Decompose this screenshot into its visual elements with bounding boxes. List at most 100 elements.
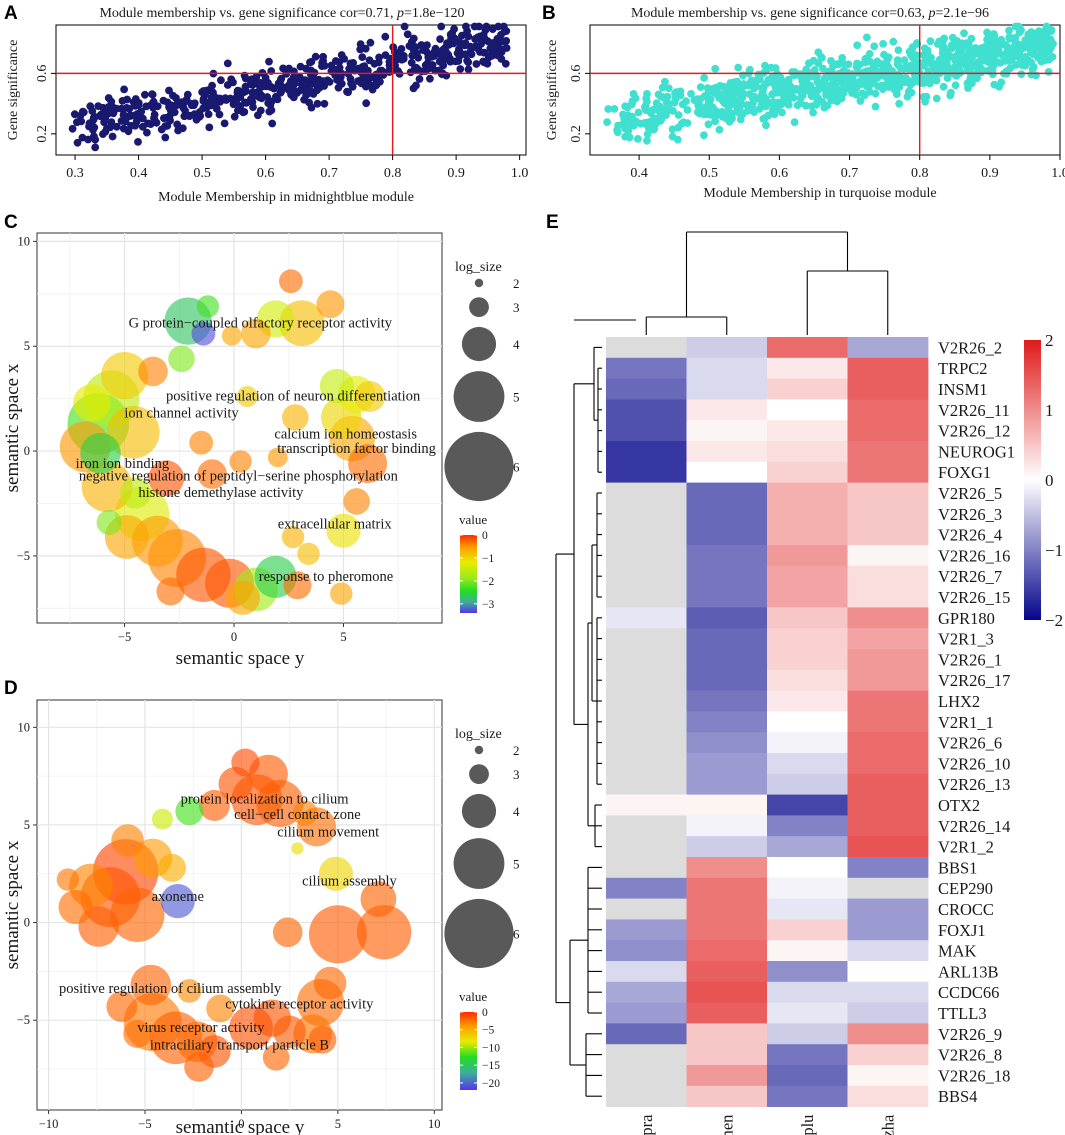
bubble-d-point <box>123 1019 152 1048</box>
scatter-b-point <box>817 53 826 61</box>
heatmap-cell <box>767 857 848 879</box>
heatmap-cell <box>686 482 768 504</box>
scatter-a-point <box>91 135 100 144</box>
scatter-a-point <box>88 107 97 115</box>
scatter-b-point <box>625 133 634 142</box>
scatter-a-point <box>400 22 409 31</box>
scatter-b-point <box>865 50 874 58</box>
scatter-a-point <box>122 104 131 112</box>
heatmap-cell <box>767 420 848 442</box>
bubble-c-point <box>354 381 386 412</box>
heatmap-cell <box>606 753 687 775</box>
heatmap-row-label: V2R1_2 <box>938 838 994 857</box>
bubble-c-point <box>96 509 122 535</box>
scatter-b-point <box>963 66 972 75</box>
scatter-b-point <box>634 135 642 143</box>
heatmap-cell <box>847 420 929 442</box>
x-tick-label-d: 0 <box>238 1117 244 1131</box>
color-legend-label-d: −10 <box>482 1042 500 1054</box>
panel-letter-d: D <box>4 678 18 699</box>
scatter-a-point <box>159 96 168 105</box>
scatter-b-point <box>1021 61 1029 70</box>
scatter-a-point <box>384 67 393 76</box>
scatter-b-point <box>790 118 799 127</box>
scatter-a-point <box>464 32 473 41</box>
scatter-a-point <box>320 99 329 108</box>
scatter-b-point <box>966 74 975 82</box>
scatter-b-point <box>652 99 661 107</box>
scatter-a-point <box>435 57 444 66</box>
x-tick-label-b: 0.9 <box>981 166 999 181</box>
scatter-a-point <box>117 117 126 125</box>
scatter-a-point <box>277 88 285 97</box>
scatter-a-point <box>199 97 208 105</box>
x-tick-label-d: 5 <box>335 1117 341 1131</box>
size-legend-circle-d <box>474 745 484 755</box>
bubble-c-size-legend: log_size 2 3 4 5 6 <box>444 260 520 502</box>
heatmap-column-label: Ozha <box>879 1114 898 1135</box>
scatter-a-point <box>443 39 452 48</box>
y-tick-label-d: −5 <box>17 1013 30 1027</box>
bubble-c-point <box>191 321 216 346</box>
term-label-d: positive regulation of cilium assembly <box>59 981 282 997</box>
size-legend-d-title: log_size <box>455 727 502 742</box>
scatter-b-point <box>940 43 948 52</box>
scatter-a-point <box>209 93 218 102</box>
scatter-a-point <box>192 115 201 124</box>
scatter-b-point <box>604 105 613 113</box>
size-legend-circle-c <box>474 278 484 288</box>
heatmap-cell <box>686 1085 768 1107</box>
scatter-b-point <box>647 106 656 115</box>
scatter-b-point <box>967 34 976 43</box>
term-label-c: negative regulation of peptidyl−serine p… <box>79 468 399 484</box>
scatter-a-point <box>346 59 355 68</box>
heatmap-cell <box>606 815 687 837</box>
scatter-a-reference-lines <box>56 25 526 155</box>
color-legend-bar-c <box>460 535 477 613</box>
size-legend-label-c: 6 <box>513 460 520 475</box>
bubble-d-point <box>231 748 260 777</box>
scatter-b-point <box>863 33 871 42</box>
heatmap-row-label: BBS1 <box>938 858 977 877</box>
panel-letter-e: E <box>546 212 559 233</box>
bubble-d-ylabel: semantic space x <box>2 840 23 969</box>
bubble-d-point <box>106 991 138 1022</box>
bubble-c-point <box>279 269 303 294</box>
scatter-b-point <box>894 46 903 54</box>
scatter-b-point <box>715 125 724 134</box>
heatmap-row-label: V2R1_3 <box>938 630 994 649</box>
heatmap-cell <box>767 441 848 463</box>
scatter-a-point <box>343 87 351 96</box>
scatter-b-point <box>927 58 936 67</box>
scatter-b-point <box>980 43 989 52</box>
scatter-a-point <box>119 111 128 119</box>
scatter-a-point <box>217 76 225 85</box>
bubble-c-xlabel: semantic space y <box>176 648 305 669</box>
color-legend-label-d: −20 <box>482 1078 500 1090</box>
scatter-a-point <box>161 133 170 142</box>
heatmap-row-label: NEUROG1 <box>938 442 1015 461</box>
heatmap-cell <box>606 524 687 546</box>
scatter-b-point <box>858 89 867 98</box>
term-label-d: intraciliary transport particle B <box>150 1038 329 1054</box>
term-label-d: cilium assembly <box>302 874 397 890</box>
heatmap-cell <box>847 628 929 650</box>
bubble-d-point <box>291 842 304 855</box>
scatter-b-point <box>629 90 638 98</box>
scatter-a-point <box>134 138 142 146</box>
bubble-d-point <box>177 979 202 1003</box>
heatmap-cell <box>686 711 768 733</box>
bubble-c-point <box>101 352 149 400</box>
heatmap-cell <box>767 607 848 629</box>
heatmap-cell <box>767 836 848 858</box>
heatmap-cell <box>767 545 848 567</box>
scatter-a-point <box>409 34 418 43</box>
term-label-c: positive regulation of neuron differenti… <box>166 389 421 405</box>
bubble-panel-c: G protein−coupled olfactory receptor act… <box>2 232 520 669</box>
scatter-a-point <box>273 95 282 104</box>
term-label-d: cell−cell contact zone <box>234 807 361 823</box>
scatter-b-point <box>826 93 835 102</box>
panel-letter-a: A <box>4 3 18 24</box>
heatmap-color-scale: 2 1 0 −1 −2 <box>1024 331 1063 630</box>
y-tick-label-d: 0 <box>24 916 30 930</box>
